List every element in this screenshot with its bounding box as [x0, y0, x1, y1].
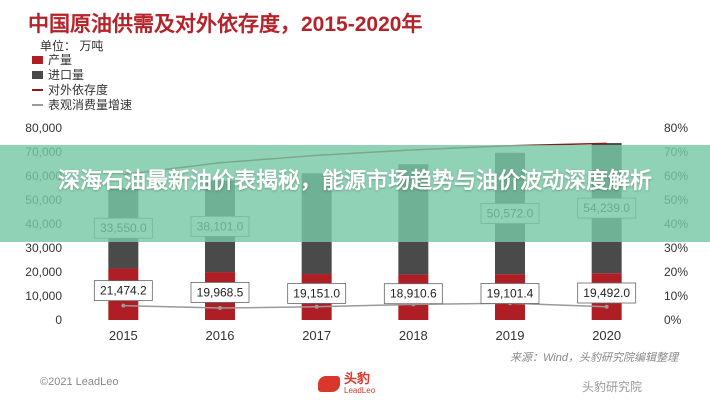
point-growth [121, 303, 126, 308]
x-tick-label: 2015 [109, 328, 138, 343]
y-left-tick-label: 20,000 [25, 265, 62, 279]
y-right-tick-label: 20% [664, 265, 688, 279]
leopard-icon [318, 375, 340, 392]
legend-item-production: 产量 [32, 52, 132, 67]
point-growth [218, 306, 222, 310]
y-right-tick-label: 80% [664, 121, 688, 135]
headline-banner: 深海石油最新油价表揭秘，能源市场趋势与油价波动深度解析 [0, 145, 710, 242]
legend: 产量 进口量 对外依存度 表观消费量增速 [32, 52, 132, 112]
legend-item-dependency: 对外依存度 [32, 82, 132, 97]
data-label-box-production [190, 282, 250, 303]
legend-swatch-growth [32, 103, 43, 106]
y-left-tick-label: 30,000 [25, 241, 62, 255]
legend-swatch-dependency [32, 88, 43, 91]
data-label-production: 19,101.4 [487, 286, 534, 300]
y-right-tick-label: 10% [664, 289, 688, 303]
data-label-production: 18,910.6 [390, 287, 437, 301]
logo-subtitle: LeadLeo [344, 386, 376, 395]
x-tick-label: 2016 [206, 328, 235, 343]
data-label-box-production [93, 280, 153, 302]
watermark-text: 头豹研究院 [582, 380, 643, 394]
logo-name: 头豹 [344, 371, 371, 386]
series-line-growth [123, 302, 607, 309]
unit-label: 单位： 万吨 [40, 39, 104, 53]
data-label-box-production [577, 282, 637, 304]
y-right-tick-label: 30% [664, 241, 688, 255]
point-growth [604, 304, 609, 309]
chart-title: 中国原油供需及对外依存度，2015-2020年 [28, 13, 423, 36]
y-left-tick-label: 80,000 [25, 121, 62, 135]
x-tick-label: 2020 [592, 328, 621, 343]
data-label-box-production [383, 283, 443, 305]
data-label-box-production [287, 283, 347, 304]
legend-label-dependency: 对外依存度 [48, 83, 109, 97]
data-label-production: 19,492.0 [583, 286, 630, 300]
legend-label-growth: 表观消费量增速 [48, 98, 133, 112]
y-left-tick-label: 0 [55, 313, 62, 327]
y-left-tick-label: 10,000 [25, 289, 62, 303]
x-tick-label: 2019 [496, 328, 525, 343]
y-right-tick-label: 0% [664, 313, 682, 327]
legend-swatch-production [32, 55, 43, 64]
source-note: 来源：Wind，头豹研究院编辑整理 [510, 352, 678, 364]
leadleo-logo: 头豹 LeadLeo [318, 372, 375, 395]
data-label-production: 19,968.5 [197, 285, 244, 299]
legend-label-imports: 进口量 [48, 68, 85, 82]
data-label-box-production [480, 283, 540, 304]
legend-label-production: 产量 [48, 53, 73, 67]
point-growth [314, 304, 319, 309]
legend-item-growth: 表观消费量增速 [32, 97, 132, 112]
data-label-production: 19,151.0 [293, 286, 340, 300]
x-tick-label: 2018 [399, 328, 428, 343]
copyright-text: ©2021 LeadLeo [40, 376, 119, 388]
x-tick-label: 2017 [302, 328, 331, 343]
legend-swatch-imports [32, 70, 43, 79]
headline-text: 深海石油最新油价表揭秘，能源市场趋势与油价波动深度解析 [57, 168, 652, 193]
legend-item-imports: 进口量 [32, 67, 132, 82]
data-label-production: 21,474.2 [100, 284, 147, 298]
